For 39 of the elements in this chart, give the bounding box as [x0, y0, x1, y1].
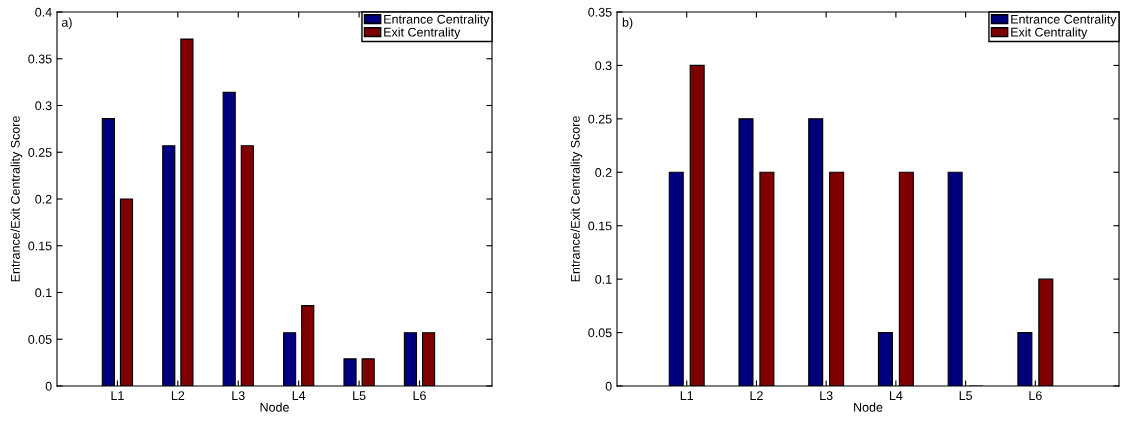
x-tick-label: L6: [1029, 391, 1042, 401]
y-tick-label: 0.05: [28, 335, 52, 344]
x-tick-label: L1: [680, 391, 694, 400]
legend-label: Entrance Centrality: [1011, 14, 1117, 27]
y-tick-label: 0.4: [35, 7, 52, 17]
legend-label: Exit Centrality: [384, 27, 461, 40]
y-axis-title: Entrance/Exit Centrality Score: [10, 116, 23, 282]
y-tick-label: 0.35: [588, 7, 612, 17]
x-tick-label: L1: [111, 391, 124, 400]
annotation: b): [622, 17, 633, 30]
y-tick-label: 0.15: [588, 221, 612, 231]
x-tick-label: L4: [889, 391, 903, 400]
y-tick-label: 0.05: [588, 328, 612, 338]
y-tick-label: 0.25: [588, 114, 612, 124]
annotation: a): [61, 17, 72, 30]
x-tick-label: L5: [353, 391, 366, 401]
y-tick-label: 0.15: [28, 241, 52, 251]
x-axis-title: Node: [854, 402, 883, 412]
y-tick-label: 0: [605, 381, 612, 391]
x-tick-label: L5: [959, 391, 973, 401]
legend-label: Entrance Centrality: [384, 14, 490, 27]
y-tick-label: 0.2: [595, 168, 612, 177]
x-tick-label: L6: [413, 391, 426, 401]
x-axis-title: Node: [260, 402, 289, 412]
x-tick-label: L4: [292, 391, 306, 400]
y-tick-label: 0.35: [28, 54, 52, 64]
x-tick-label: L3: [820, 391, 833, 401]
y-tick-label: 0.25: [28, 148, 52, 157]
y-tick-label: 0.1: [35, 288, 52, 298]
x-tick-label: L2: [171, 391, 185, 400]
y-tick-label: 0.3: [35, 101, 52, 111]
y-tick-label: 0.2: [35, 194, 52, 204]
y-tick-label: 0.1: [595, 274, 612, 284]
y-tick-label: 0: [45, 381, 52, 391]
x-tick-label: L2: [750, 391, 763, 400]
y-tick-label: 0.3: [595, 61, 612, 71]
x-tick-label: L3: [232, 391, 245, 401]
y-axis-title: Entrance/Exit Centrality Score: [570, 116, 583, 282]
legend-label: Exit Centrality: [1011, 27, 1088, 40]
